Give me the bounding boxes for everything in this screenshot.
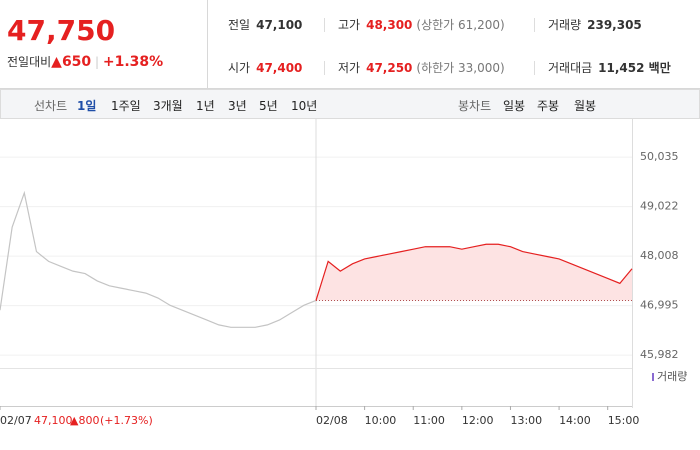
stat: 거래대금 11,452 백만 — [548, 59, 671, 76]
change-label: 전일대비 — [7, 55, 52, 69]
x-tick-label: 13:00 — [510, 414, 542, 427]
chart: 50,035 49,022 48,008 46,995 45,982 거래량 02/07 02… — [0, 118, 700, 427]
prev-close: 47,100 — [34, 414, 73, 427]
x-tick-label: 02/08 — [316, 414, 348, 427]
volume-label: 거래량 — [657, 370, 687, 383]
stat-value: 48,300 — [366, 18, 413, 32]
separator — [534, 18, 535, 32]
stat-label: 저가 — [338, 61, 361, 75]
stat: 고가 48,300 (상한가 61,200) — [338, 16, 505, 33]
change: 전일대비▲650 | +1.38% — [7, 54, 164, 70]
tab[interactable]: 1주일 — [111, 99, 141, 113]
tab[interactable]: 3개월 — [153, 99, 183, 113]
x-tick-label: 12:00 — [462, 414, 494, 427]
prev-pct: (+1.73%) — [100, 414, 153, 427]
tab[interactable]: 일봉 — [503, 99, 526, 113]
price: 47,750 — [7, 14, 116, 47]
price-line — [0, 190, 317, 328]
stat-label: 거래대금 — [548, 61, 593, 75]
stat-value: 47,250 — [366, 61, 413, 75]
change-pct: +1.38% — [102, 54, 164, 70]
separator — [324, 61, 325, 75]
tab[interactable]: 5년 — [259, 99, 278, 113]
stat-extra: (상한가 61,200) — [416, 18, 505, 32]
separator — [534, 61, 535, 75]
x-tick-label: 11:00 — [413, 414, 445, 427]
x-tick-label: 15:00 — [608, 414, 640, 427]
stat: 저가 47,250 (하한가 33,000) — [338, 59, 505, 76]
y-tick-label: 46,995 — [640, 299, 679, 312]
stat: 거래량 239,305 — [548, 16, 642, 33]
separator — [324, 18, 325, 32]
stat-label: 고가 — [338, 18, 361, 32]
y-tick-label: 45,982 — [640, 348, 679, 361]
tab[interactable]: 10년 — [291, 99, 318, 113]
tab-label: 선차트 — [34, 99, 68, 113]
y-tick-label: 50,035 — [640, 150, 679, 163]
x-tick-label: 10:00 — [365, 414, 397, 427]
stat-label: 거래량 — [548, 18, 582, 32]
stat-value: 11,452 백만 — [598, 61, 671, 75]
tab[interactable]: 3년 — [228, 99, 247, 113]
x-tick-label: 14:00 — [559, 414, 591, 427]
stat-value: 47,400 — [256, 61, 303, 75]
stat: 전일 47,100 — [228, 16, 302, 33]
stat-label: 시가 — [228, 61, 251, 75]
legend-swatch — [652, 373, 654, 381]
change-value: ▲650 — [51, 54, 92, 70]
area — [316, 244, 632, 301]
x-tick-label: 02/07 — [0, 414, 32, 427]
price-box: 47,750 전일대비▲650 | +1.38% — [0, 0, 208, 88]
stat-value: 239,305 — [587, 18, 642, 32]
tab[interactable]: 1일 — [77, 99, 97, 113]
stat-extra: (하한가 33,000) — [416, 61, 505, 75]
stat-value: 47,100 — [256, 18, 303, 32]
tab-label: 봉차트 — [458, 99, 492, 113]
stat-label: 전일 — [228, 18, 251, 32]
tab-bar: 선차트 1일 1주일 3개월 1년 3년 5년 10년 봉차트 일봉 주봉 월봉 — [0, 89, 700, 119]
prev-change: ▲800 — [70, 414, 99, 427]
y-tick-label: 48,008 — [640, 249, 679, 262]
price-line — [315, 243, 633, 301]
tab[interactable]: 주봉 — [537, 99, 560, 113]
tab[interactable]: 1년 — [196, 99, 215, 113]
y-tick-label: 49,022 — [640, 200, 679, 213]
tab[interactable]: 월봉 — [574, 99, 597, 113]
header: 47,750 전일대비▲650 | +1.38% 전일 47,100 고가 48,30… — [0, 0, 700, 89]
stat: 시가 47,400 — [228, 59, 302, 76]
